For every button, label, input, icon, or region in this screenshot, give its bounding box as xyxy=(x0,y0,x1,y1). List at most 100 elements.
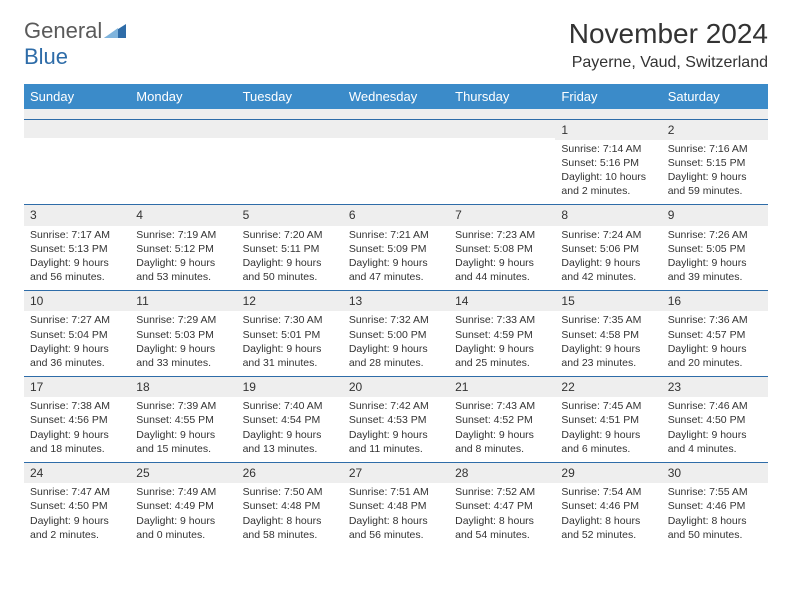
day-number: 14 xyxy=(449,291,555,311)
brand-blue: Blue xyxy=(24,44,68,69)
day-number: 13 xyxy=(343,291,449,311)
day-number: 3 xyxy=(24,205,130,225)
day-number: 18 xyxy=(130,377,236,397)
day-cell: 2Sunrise: 7:16 AMSunset: 5:15 PMDaylight… xyxy=(662,119,768,205)
day-number: 30 xyxy=(662,463,768,483)
sunrise-text: Sunrise: 7:55 AM xyxy=(668,485,762,499)
daylight-text: Daylight: 9 hours and 8 minutes. xyxy=(455,428,549,456)
day-cell: 5Sunrise: 7:20 AMSunset: 5:11 PMDaylight… xyxy=(237,205,343,291)
day-number: 15 xyxy=(555,291,661,311)
sunrise-text: Sunrise: 7:23 AM xyxy=(455,228,549,242)
daylight-text: Daylight: 9 hours and 28 minutes. xyxy=(349,342,443,370)
daylight-text: Daylight: 9 hours and 50 minutes. xyxy=(243,256,337,284)
sunset-text: Sunset: 4:50 PM xyxy=(30,499,124,513)
day-number: 21 xyxy=(449,377,555,397)
week-row: 24Sunrise: 7:47 AMSunset: 4:50 PMDayligh… xyxy=(24,463,768,548)
day-cell: 21 Sunrise: 7:43 AMSunset: 4:52 PMDayligh… xyxy=(449,377,555,463)
sunrise-text: Sunrise: 7:52 AM xyxy=(455,485,549,499)
sunrise-text: Sunrise: 7:17 AM xyxy=(30,228,124,242)
sunrise-text: Sunrise: 7:46 AM xyxy=(668,399,762,413)
daylight-text: Daylight: 9 hours and 2 minutes. xyxy=(30,514,124,542)
day-cell: 22Sunrise: 7:45 AMSunset: 4:51 PMDayligh… xyxy=(555,377,661,463)
sunset-text: Sunset: 4:52 PM xyxy=(455,413,549,427)
day-number: 1 xyxy=(555,120,661,140)
sunset-text: Sunset: 5:08 PM xyxy=(455,242,549,256)
day-number: 8 xyxy=(555,205,661,225)
day-number: 28 xyxy=(449,463,555,483)
sunset-text: Sunset: 5:16 PM xyxy=(561,156,655,170)
daylight-text: Daylight: 9 hours and 36 minutes. xyxy=(30,342,124,370)
day-cell: 13Sunrise: 7:32 AMSunset: 5:00 PMDayligh… xyxy=(343,291,449,377)
daylight-text: Daylight: 8 hours and 56 minutes. xyxy=(349,514,443,542)
daylight-text: Daylight: 9 hours and 6 minutes. xyxy=(561,428,655,456)
sunrise-text: Sunrise: 7:33 AM xyxy=(455,313,549,327)
day-cell: 12Sunrise: 7:30 AMSunset: 5:01 PMDayligh… xyxy=(237,291,343,377)
sunset-text: Sunset: 4:49 PM xyxy=(136,499,230,513)
day-cell: 30Sunrise: 7:55 AMSunset: 4:46 PMDayligh… xyxy=(662,463,768,548)
daylight-text: Daylight: 9 hours and 33 minutes. xyxy=(136,342,230,370)
daylight-text: Daylight: 9 hours and 47 minutes. xyxy=(349,256,443,284)
brand-general: General xyxy=(24,18,102,43)
daylight-text: Daylight: 9 hours and 15 minutes. xyxy=(136,428,230,456)
sunset-text: Sunset: 5:12 PM xyxy=(136,242,230,256)
sunrise-text: Sunrise: 7:38 AM xyxy=(30,399,124,413)
day-cell: 6Sunrise: 7:21 AMSunset: 5:09 PMDaylight… xyxy=(343,205,449,291)
day-number: 29 xyxy=(555,463,661,483)
sunset-text: Sunset: 4:51 PM xyxy=(561,413,655,427)
sunrise-text: Sunrise: 7:54 AM xyxy=(561,485,655,499)
day-number: 27 xyxy=(343,463,449,483)
daylight-text: Daylight: 8 hours and 58 minutes. xyxy=(243,514,337,542)
daylight-text: Daylight: 9 hours and 56 minutes. xyxy=(30,256,124,284)
day-number: 11 xyxy=(130,291,236,311)
sunrise-text: Sunrise: 7:35 AM xyxy=(561,313,655,327)
sunset-text: Sunset: 4:50 PM xyxy=(668,413,762,427)
sunset-text: Sunset: 5:06 PM xyxy=(561,242,655,256)
header: General Blue November 2024 Payerne, Vaud… xyxy=(24,18,768,72)
daylight-text: Daylight: 10 hours and 2 minutes. xyxy=(561,170,655,198)
sunrise-text: Sunrise: 7:43 AM xyxy=(455,399,549,413)
title-block: November 2024 Payerne, Vaud, Switzerland xyxy=(569,18,768,72)
sunset-text: Sunset: 4:47 PM xyxy=(455,499,549,513)
day-cell: 26 Sunrise: 7:50 AMSunset: 4:48 PMDayligh… xyxy=(237,463,343,548)
day-header: Saturday xyxy=(662,84,768,109)
day-number: 6 xyxy=(343,205,449,225)
day-header: Friday xyxy=(555,84,661,109)
sunrise-text: Sunrise: 7:36 AM xyxy=(668,313,762,327)
daylight-text: Daylight: 9 hours and 18 minutes. xyxy=(30,428,124,456)
day-number: 26 xyxy=(237,463,343,483)
sunset-text: Sunset: 4:54 PM xyxy=(243,413,337,427)
daylight-text: Daylight: 9 hours and 11 minutes. xyxy=(349,428,443,456)
sunrise-text: Sunrise: 7:45 AM xyxy=(561,399,655,413)
month-title: November 2024 xyxy=(569,18,768,50)
day-cell: 25Sunrise: 7:49 AMSunset: 4:49 PMDayligh… xyxy=(130,463,236,548)
sunset-text: Sunset: 4:59 PM xyxy=(455,328,549,342)
sunrise-text: Sunrise: 7:47 AM xyxy=(30,485,124,499)
day-cell: 16Sunrise: 7:36 AMSunset: 4:57 PMDayligh… xyxy=(662,291,768,377)
sunrise-text: Sunrise: 7:30 AM xyxy=(243,313,337,327)
sunrise-text: Sunrise: 7:50 AM xyxy=(243,485,337,499)
daylight-text: Daylight: 8 hours and 54 minutes. xyxy=(455,514,549,542)
day-number: 2 xyxy=(662,120,768,140)
day-number: 10 xyxy=(24,291,130,311)
location: Payerne, Vaud, Switzerland xyxy=(569,54,768,72)
sunset-text: Sunset: 5:03 PM xyxy=(136,328,230,342)
sunrise-text: Sunrise: 7:27 AM xyxy=(30,313,124,327)
day-cell xyxy=(449,119,555,205)
sunrise-text: Sunrise: 7:51 AM xyxy=(349,485,443,499)
day-number: 17 xyxy=(24,377,130,397)
sunrise-text: Sunrise: 7:42 AM xyxy=(349,399,443,413)
day-cell: 15Sunrise: 7:35 AMSunset: 4:58 PMDayligh… xyxy=(555,291,661,377)
day-cell: 23Sunrise: 7:46 AMSunset: 4:50 PMDayligh… xyxy=(662,377,768,463)
calendar-body: 1Sunrise: 7:14 AMSunset: 5:16 PMDaylight… xyxy=(24,109,768,548)
day-number: 4 xyxy=(130,205,236,225)
sunset-text: Sunset: 5:04 PM xyxy=(30,328,124,342)
day-number: 7 xyxy=(449,205,555,225)
empty-day xyxy=(24,120,130,138)
week-row: 3Sunrise: 7:17 AMSunset: 5:13 PMDaylight… xyxy=(24,205,768,291)
daylight-text: Daylight: 9 hours and 25 minutes. xyxy=(455,342,549,370)
day-number: 19 xyxy=(237,377,343,397)
day-cell xyxy=(130,119,236,205)
day-cell xyxy=(343,119,449,205)
sunset-text: Sunset: 4:48 PM xyxy=(243,499,337,513)
day-cell: 11Sunrise: 7:29 AMSunset: 5:03 PMDayligh… xyxy=(130,291,236,377)
